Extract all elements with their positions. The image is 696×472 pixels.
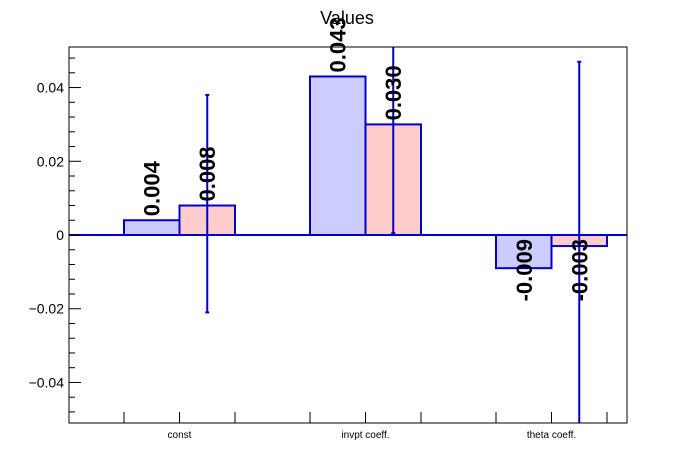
y-tick-label: 0 — [56, 227, 64, 243]
bar — [123, 219, 181, 236]
x-tick-label: invpt coeff. — [341, 430, 389, 441]
data-labels-layer: 0.004 0.043 -0.009 0.008 0.030 -0.003 — [140, 17, 593, 301]
data-label: -0.003 — [567, 239, 592, 301]
chart-title: Values — [320, 8, 374, 28]
bar — [309, 75, 367, 237]
x-tick-label: const — [168, 430, 192, 441]
data-label: 0.008 — [195, 146, 220, 201]
data-label: -0.009 — [512, 239, 537, 301]
data-label: 0.004 — [140, 160, 165, 216]
data-label: 0.030 — [381, 65, 406, 120]
y-tick-label: −0.02 — [29, 301, 65, 317]
y-tick-label: 0.04 — [37, 80, 64, 96]
data-label: 0.043 — [326, 17, 351, 72]
y-tick-label: −0.04 — [29, 374, 65, 390]
y-tick-label: 0.02 — [37, 153, 64, 169]
axes-layer: −0.04 −0.02 0 0.02 0.04 const invpt coeff. thet… — [29, 46, 628, 441]
error-bars-layer — [205, 47, 582, 423]
bar — [495, 234, 553, 270]
x-tick-label: theta coeff. — [527, 430, 576, 441]
